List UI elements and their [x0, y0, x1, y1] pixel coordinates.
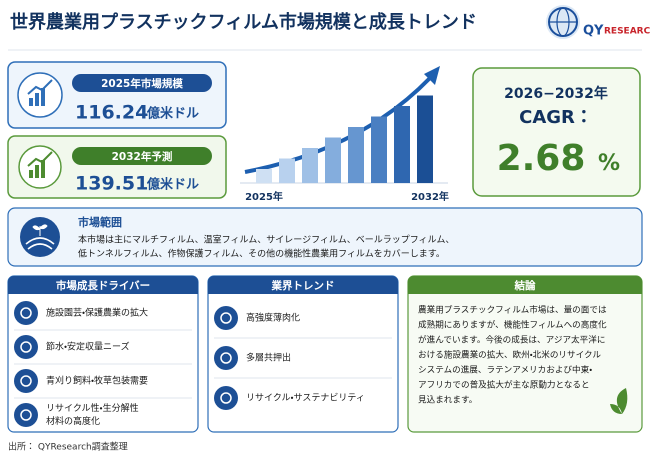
item-icon — [20, 409, 32, 421]
decor-bar — [417, 95, 433, 183]
drivers-panel-part — [8, 276, 198, 294]
logo-suffix: RESEARCH — [604, 27, 650, 37]
decor-bar — [325, 137, 341, 183]
list-item: リサイクル・サステナビリティ — [246, 393, 365, 404]
stat-card-part — [29, 98, 33, 106]
scope-title: 市場範囲 — [78, 215, 122, 229]
stat-card-part — [41, 88, 45, 106]
decor-bar — [256, 169, 272, 183]
panel-title: 業界トレンド — [271, 279, 335, 292]
growth-illustration-part — [424, 66, 440, 85]
stat-card-part — [29, 170, 33, 178]
stat-card-part — [35, 165, 39, 178]
item-icon — [14, 335, 38, 359]
conclusion-text: システムの進展、ラテンアメリカおよび中東・ — [418, 364, 592, 376]
panel-title: 市場成長ドライバー — [56, 279, 150, 292]
conclusion-panel: 結論 農業用プラスチックフィルム市場は、量の面では成熟期にありますが、機能性フィ… — [407, 275, 643, 433]
stat-card-part — [72, 74, 212, 92]
item-icon — [220, 352, 232, 364]
conclusion-text: 成熟期にありますが、機能性フィルムへの高度化 — [418, 319, 607, 331]
scope-text: 本市場は主にマルチフィルム、温室フィルム、サイレージフィルム、ベールラップフィル… — [78, 234, 454, 246]
decor-bar — [279, 158, 295, 183]
stat-card-part — [17, 72, 63, 118]
item-icon — [14, 369, 38, 393]
list-item: 施設園芸・保護農業の拡大 — [46, 307, 148, 319]
stat-unit: 億米ドル — [146, 106, 199, 122]
stat-card: 2025年市場規模 116.24 億米ドル — [7, 61, 227, 129]
item-icon — [214, 386, 238, 410]
cagr-value: 2.68 — [497, 138, 586, 179]
decor-bar — [348, 127, 364, 183]
stat-value: 116.24 — [75, 102, 148, 124]
stat-card-part — [72, 147, 212, 165]
item-icon — [214, 346, 238, 370]
stat-value: 139.51 — [75, 173, 148, 195]
growth-illustration: 2025年 2032年 — [240, 66, 449, 203]
logo-prefix: QY — [583, 24, 604, 39]
conclusion-text: 見込まれます。 — [418, 395, 477, 406]
list-item: 高強度薄肉化 — [246, 312, 300, 324]
item-icon — [20, 375, 32, 387]
scope-box-part — [32, 224, 48, 236]
item-icon — [220, 312, 232, 324]
cagr-label: CAGR： — [519, 107, 593, 128]
list-item: 多層共押出 — [246, 352, 291, 364]
list-item: リサイクル性・生分解性 — [46, 402, 139, 414]
trends-panel-part — [208, 276, 398, 294]
scope-box-part — [25, 237, 55, 250]
conclusion-text: おける施設農業の拡大、欧州・北米のリサイクル — [418, 349, 601, 361]
item-icon — [220, 392, 232, 404]
conclusion-text: 農業用プラスチックフィルム市場は、量の面では — [418, 304, 607, 316]
drivers-panel: 市場成長ドライバー 施設園芸・保護農業の拡大節水・安定収量ニーズ青刈り飼料・牧草… — [7, 275, 199, 433]
page-title: 世界農業用プラスチックフィルム市場規模と成長トレンド — [10, 11, 477, 33]
scope-box-part — [20, 217, 60, 257]
list-item: 材料の高度化 — [46, 415, 100, 427]
scope-box-part — [7, 207, 643, 267]
stat-unit: 億米ドル — [146, 177, 199, 193]
stat-card-part — [35, 93, 39, 106]
decor-bar — [371, 116, 387, 183]
scope-box: 市場範囲 本市場は主にマルチフィルム、温室フィルム、サイレージフィルム、ベールラ… — [7, 207, 643, 267]
decor-bar — [302, 148, 318, 183]
list-item: 節水・安定収量ニーズ — [46, 341, 130, 353]
list-item: 青刈り飼料・牧草包装需要 — [46, 375, 148, 387]
conclusion-text: が進んでいます。今後の成長は、アジア太平洋に — [418, 334, 605, 346]
stat-card-part — [27, 151, 53, 167]
panel-title: 結論 — [514, 279, 536, 292]
stat-label: 2025年市場規模 — [101, 77, 183, 90]
conclusion-panel-part — [610, 388, 628, 414]
chart-end-label: 2032年 — [411, 190, 449, 203]
item-icon — [14, 301, 38, 325]
decor-bar — [394, 106, 410, 183]
item-icon — [214, 306, 238, 330]
chart-start-label: 2025年 — [245, 190, 283, 203]
stat-card-part — [27, 79, 53, 95]
cagr-card: 2026−2032年 CAGR： 2.68 % — [472, 67, 641, 197]
cagr-card-part — [472, 67, 641, 197]
item-icon — [14, 403, 38, 427]
scope-text: 低トンネルフィルム、作物保護フィルム、その他の機能性農業用フィルムをカバーします… — [78, 248, 445, 260]
logo: QY RESEARCH — [546, 5, 650, 39]
stat-card-part — [18, 145, 62, 189]
stat-label: 2032年予測 — [112, 150, 173, 163]
item-icon — [20, 341, 32, 353]
stat-card: 2032年予測 139.51 億米ドル — [7, 135, 227, 199]
cagr-unit: % — [598, 151, 620, 176]
item-icon — [20, 307, 32, 319]
stat-card-part — [41, 160, 45, 178]
source-note: 出所： QYResearch調査整理 — [8, 441, 128, 453]
conclusion-panel-part — [408, 276, 642, 294]
cagr-period: 2026−2032年 — [504, 85, 608, 102]
conclusion-text: アフリカでの普及拡大が主な原動力となると — [418, 379, 590, 391]
